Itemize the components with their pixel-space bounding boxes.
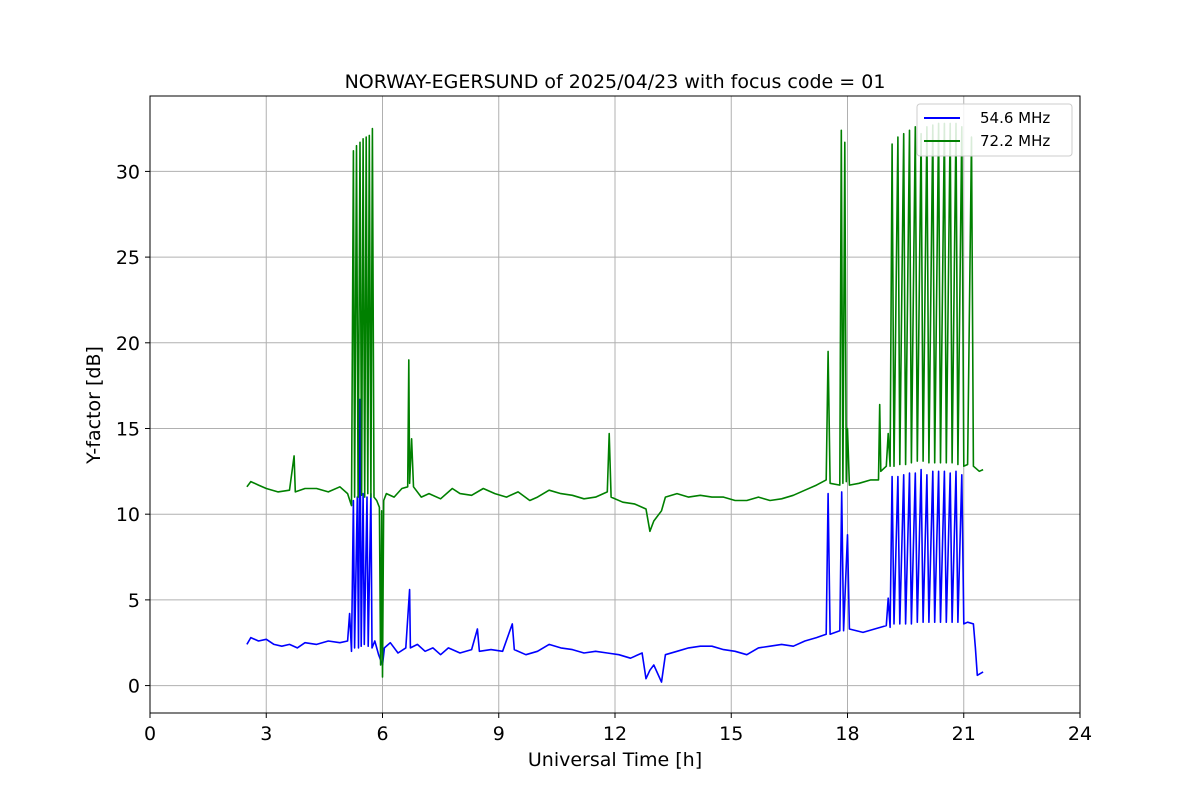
legend: 54.6 MHz 72.2 MHz [916, 103, 1073, 157]
x-tick-label: 9 [493, 723, 505, 745]
y-tick-label: 0 [128, 676, 140, 698]
series-line-54-6-mhz [246, 398, 984, 683]
series-layer [246, 122, 984, 683]
x-tick-label: 18 [835, 723, 859, 745]
x-tick-label: 24 [1068, 723, 1092, 745]
y-tick-label: 15 [116, 418, 140, 440]
y-tick-label: 5 [128, 590, 140, 612]
x-tick-label: 0 [144, 723, 156, 745]
x-axis: 0 3 6 9 12 15 18 21 24 [144, 713, 1092, 745]
y-tick-label: 30 [116, 161, 140, 183]
x-axis-label: Universal Time [h] [528, 749, 702, 771]
x-tick-label: 21 [952, 723, 976, 745]
x-tick-label: 12 [603, 723, 627, 745]
y-axis: 0 5 10 15 20 25 30 [116, 161, 150, 698]
y-tick-label: 10 [116, 504, 140, 526]
legend-label-72-2-mhz: 72.2 MHz [980, 132, 1050, 150]
y-axis-label: Y-factor [dB] [83, 346, 105, 465]
x-tick-label: 6 [376, 723, 388, 745]
x-tick-label: 15 [719, 723, 743, 745]
legend-label-54-6-mhz: 54.6 MHz [980, 109, 1050, 127]
chart-title: NORWAY-EGERSUND of 2025/04/23 with focus… [345, 71, 886, 93]
y-tick-label: 25 [116, 247, 140, 269]
y-tick-label: 20 [116, 333, 140, 355]
series-line-72-2-mhz [246, 122, 984, 678]
x-tick-label: 3 [260, 723, 272, 745]
